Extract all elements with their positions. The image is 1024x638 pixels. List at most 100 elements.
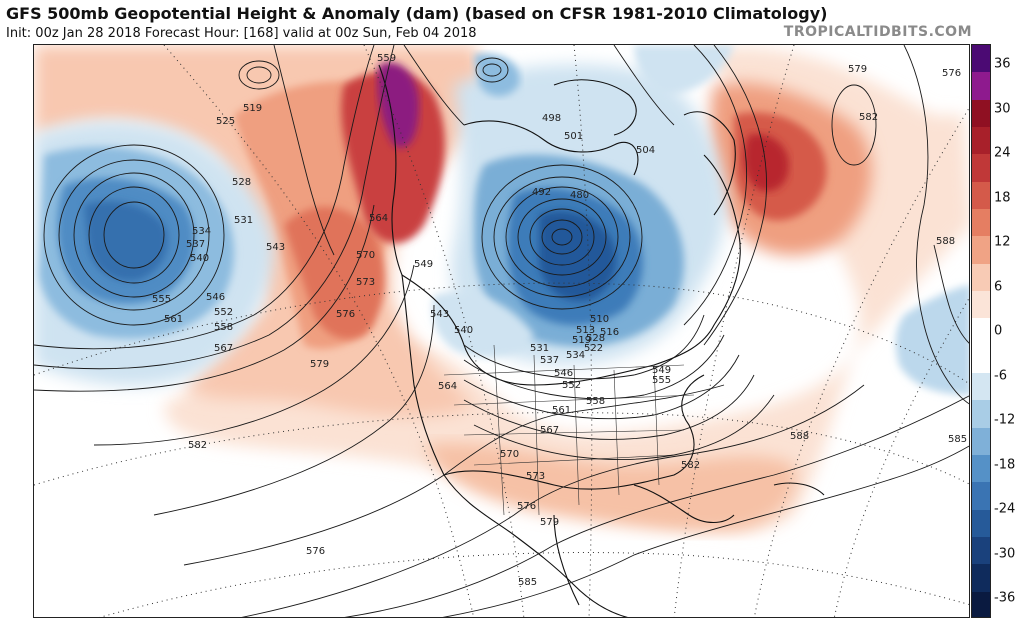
contour-label: 567 bbox=[540, 425, 559, 436]
map-canvas: 519 525 528 531 534 537 540 543 546 549 … bbox=[34, 45, 969, 617]
colorbar-segment bbox=[972, 455, 990, 484]
colorbar-tick-label: 36 bbox=[994, 56, 1011, 72]
colorbar-tick-label: 12 bbox=[994, 234, 1011, 250]
contour-label: 559 bbox=[377, 53, 396, 64]
map-title: GFS 500mb Geopotential Height & Anomaly … bbox=[6, 4, 828, 23]
contour-label: 570 bbox=[356, 250, 375, 261]
contour-label: 534 bbox=[192, 226, 211, 237]
contour-label: 510 bbox=[590, 314, 609, 325]
contour-label: 558 bbox=[214, 322, 233, 333]
colorbar-tick-label: -18 bbox=[994, 457, 1016, 472]
contour-label: 540 bbox=[454, 325, 473, 336]
contour-label: 504 bbox=[636, 145, 655, 156]
contour-label: 588 bbox=[936, 236, 955, 247]
contour-label: 549 bbox=[414, 259, 433, 270]
contour-label: 585 bbox=[948, 434, 967, 445]
contour-label: 501 bbox=[564, 131, 583, 142]
colorbar-ticks: 36 30 24 18 12 6 0 -6 -12 -18 -24 -30 -36 bbox=[994, 44, 1024, 618]
colorbar-segment bbox=[972, 373, 990, 402]
contour-labels: 519 525 528 531 534 537 540 543 546 549 … bbox=[152, 53, 967, 588]
contour-label: 522 bbox=[584, 343, 603, 354]
contour-label: 579 bbox=[540, 517, 559, 528]
colorbar-segment bbox=[972, 263, 990, 292]
colorbar-tick-label: -36 bbox=[994, 590, 1016, 606]
colorbar-tick-label: -12 bbox=[994, 412, 1016, 428]
contour-label: 543 bbox=[266, 242, 285, 253]
colorbar-segment bbox=[972, 99, 990, 128]
contour-label: 570 bbox=[500, 449, 519, 460]
colorbar-tick-label: -30 bbox=[994, 546, 1016, 561]
colorbar-segment bbox=[972, 427, 990, 456]
contour-label: 576 bbox=[942, 68, 961, 79]
contour-label: 555 bbox=[652, 375, 671, 386]
contour-label: 567 bbox=[214, 343, 233, 354]
colorbar-segment bbox=[972, 537, 990, 566]
contour-label: 558 bbox=[586, 396, 605, 407]
colorbar-segment bbox=[972, 400, 990, 429]
contour-label: 537 bbox=[540, 355, 559, 366]
contour-label: 531 bbox=[234, 215, 253, 226]
contour-label: 576 bbox=[336, 309, 355, 320]
colorbar-segment bbox=[972, 291, 990, 320]
contour-label: 498 bbox=[542, 113, 561, 124]
colorbar-segment bbox=[972, 591, 990, 617]
negative-anomaly-shading bbox=[34, 45, 969, 395]
contour-label: 549 bbox=[652, 365, 671, 376]
contour-label: 540 bbox=[190, 253, 209, 264]
contour-label: 546 bbox=[206, 292, 225, 303]
colorbar-segment bbox=[972, 345, 990, 374]
contour-label: 519 bbox=[243, 103, 262, 114]
colorbar-segment bbox=[972, 72, 990, 101]
map-subtitle: Init: 00z Jan 28 2018 Forecast Hour: [16… bbox=[6, 26, 477, 41]
colorbar-tick-label: 30 bbox=[994, 101, 1011, 116]
colorbar-segment bbox=[972, 209, 990, 238]
colorbar-segment bbox=[972, 236, 990, 265]
contour-label: 588 bbox=[790, 431, 809, 442]
contour-label: 534 bbox=[566, 350, 585, 361]
latlon-grid bbox=[34, 45, 969, 617]
contour-label: 576 bbox=[306, 546, 325, 557]
brand-watermark: TROPICALTIDBITS.COM bbox=[783, 24, 972, 40]
contour-label: 525 bbox=[216, 116, 235, 127]
contour-label: 552 bbox=[214, 307, 233, 318]
colorbar-segment bbox=[972, 127, 990, 156]
contour-label: 531 bbox=[530, 343, 549, 354]
colorbar-segment bbox=[972, 482, 990, 511]
colorbar-segment bbox=[972, 45, 990, 74]
contour-label: 561 bbox=[164, 314, 183, 325]
contour-label: 585 bbox=[518, 577, 537, 588]
colorbar-tick-label: 24 bbox=[994, 145, 1011, 161]
colorbar-tick-label: 0 bbox=[994, 323, 1003, 339]
state-borders bbox=[443, 344, 695, 516]
colorbar-segment bbox=[972, 564, 990, 593]
contour-label: 573 bbox=[526, 471, 545, 482]
colorbar-tick-label: 6 bbox=[994, 279, 1003, 294]
height-contours bbox=[34, 45, 969, 617]
contour-label: 492 bbox=[532, 187, 551, 198]
contour-label: 519 bbox=[572, 335, 591, 346]
contour-label: 528 bbox=[586, 333, 605, 344]
contour-label: 564 bbox=[438, 381, 457, 392]
contour-label: 516 bbox=[600, 327, 619, 338]
contour-label: 579 bbox=[848, 64, 867, 75]
contour-label: 552 bbox=[562, 380, 581, 391]
contour-label: 513 bbox=[576, 325, 595, 336]
colorbar-tick-label: -24 bbox=[994, 501, 1016, 517]
contour-label: 582 bbox=[859, 112, 878, 123]
contour-label: 573 bbox=[356, 277, 375, 288]
colorbar-segment bbox=[972, 154, 990, 183]
anomaly-colorbar bbox=[971, 44, 991, 618]
colorbar-segment bbox=[972, 318, 990, 347]
colorbar-segment bbox=[972, 509, 990, 538]
contour-label: 528 bbox=[232, 177, 251, 188]
colorbar-segment bbox=[972, 181, 990, 210]
colorbar-tick-label: 18 bbox=[994, 190, 1011, 205]
contour-label: 546 bbox=[554, 368, 573, 379]
contour-label: 564 bbox=[369, 213, 388, 224]
contour-label: 579 bbox=[310, 359, 329, 370]
contour-label: 537 bbox=[186, 239, 205, 250]
contour-label: 561 bbox=[552, 405, 571, 416]
contour-label: 576 bbox=[517, 501, 536, 512]
positive-anomaly-shading bbox=[34, 45, 969, 532]
contour-label: 543 bbox=[430, 309, 449, 320]
